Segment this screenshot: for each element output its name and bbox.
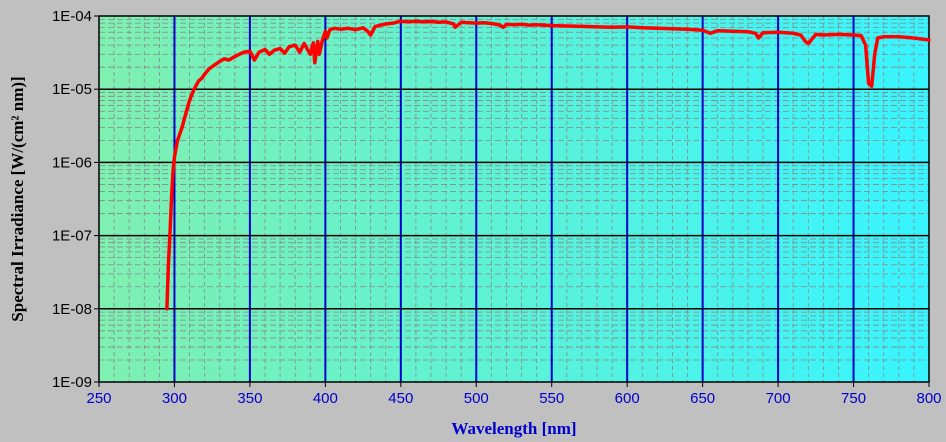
x-tick-label: 700	[766, 390, 791, 407]
y-tick-label: 1E-04	[52, 8, 92, 25]
x-tick-label: 350	[237, 390, 262, 407]
y-tick-label: 1E-06	[52, 154, 92, 171]
y-tick-label: 1E-05	[52, 81, 92, 98]
y-tick-label: 1E-09	[52, 374, 92, 391]
major-grid	[99, 16, 929, 382]
x-tick-label: 600	[615, 390, 640, 407]
irradiance-series-line	[165, 19, 931, 311]
y-tick-label: 1E-08	[52, 301, 92, 318]
x-tick-label: 650	[690, 390, 715, 407]
x-tick-label: 300	[162, 390, 187, 407]
x-tick-label: 400	[313, 390, 338, 407]
plot-frame	[98, 15, 930, 383]
x-tick-label: 500	[464, 390, 489, 407]
y-axis-title: Spectral Irradiance [W/(cm² nm)]	[8, 76, 27, 321]
y-tick-label: 1E-07	[52, 228, 92, 245]
x-tick-label: 750	[841, 390, 866, 407]
plot-area	[99, 16, 929, 382]
x-tick-label: 550	[539, 390, 564, 407]
x-tick-label: 800	[916, 390, 941, 407]
y-tick-labels: 1E-09 1E-08 1E-07 1E-06 1E-05 1E-04	[52, 8, 99, 391]
x-tick-labels: 250 300 350 400 450 500 550 600 650 700 750 800	[86, 382, 942, 407]
x-axis-title: Wavelength [nm]	[451, 419, 576, 438]
x-tick-label: 450	[388, 390, 413, 407]
minor-grid	[99, 16, 929, 382]
x-tick-label: 250	[86, 390, 111, 407]
